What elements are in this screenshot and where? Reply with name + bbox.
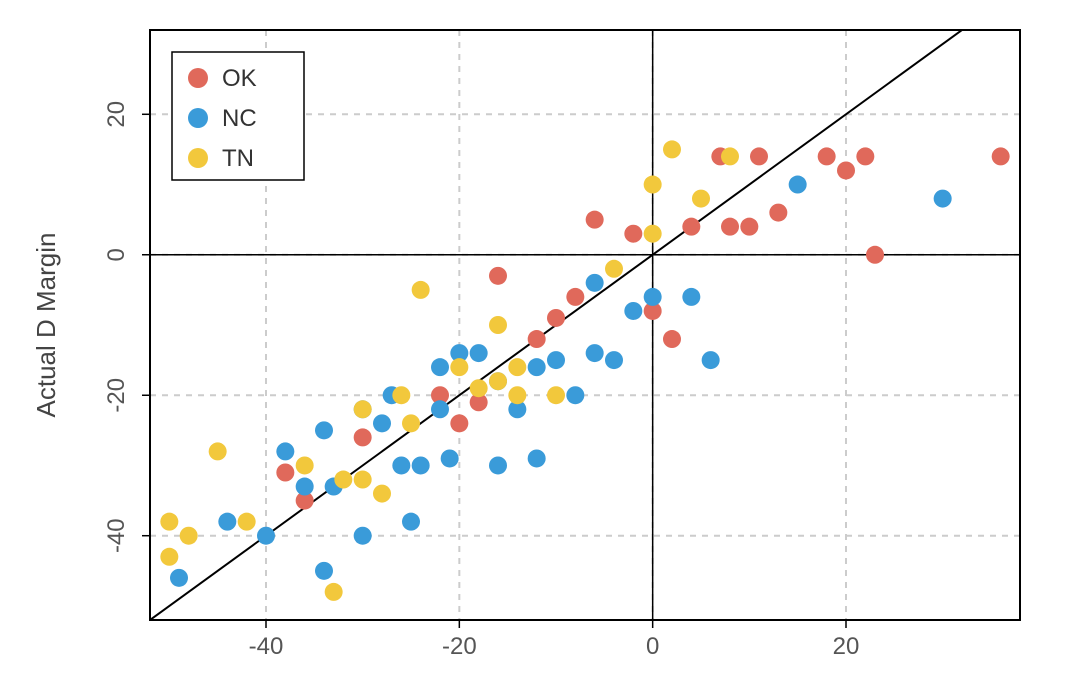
data-point <box>624 225 642 243</box>
data-point <box>354 527 372 545</box>
y-tick-label: 20 <box>103 101 130 128</box>
data-point <box>682 218 700 236</box>
legend-swatch <box>188 148 208 168</box>
scatter-chart: -40 -20 0 20 -40 -20 0 20 Actual D Margin OK NC TN <box>0 0 1080 675</box>
data-point <box>692 190 710 208</box>
data-point <box>441 449 459 467</box>
legend-label: TN <box>222 145 254 172</box>
data-point <box>489 316 507 334</box>
data-point <box>992 147 1010 165</box>
data-point <box>354 400 372 418</box>
data-point <box>209 442 227 460</box>
data-point <box>402 414 420 432</box>
legend-swatch <box>188 68 208 88</box>
y-tick-label: -40 <box>103 518 130 553</box>
data-point <box>170 569 188 587</box>
data-point <box>528 358 546 376</box>
data-point <box>644 288 662 306</box>
data-point <box>276 464 294 482</box>
data-point <box>644 176 662 194</box>
data-point <box>547 386 565 404</box>
x-tick-label: 20 <box>833 633 860 660</box>
data-point <box>721 218 739 236</box>
data-point <box>470 379 488 397</box>
data-point <box>663 330 681 348</box>
legend-swatch <box>188 108 208 128</box>
data-point <box>789 176 807 194</box>
data-point <box>528 330 546 348</box>
data-point <box>489 456 507 474</box>
data-point <box>682 288 700 306</box>
data-point <box>450 358 468 376</box>
data-point <box>238 513 256 531</box>
x-tick-label: 0 <box>646 633 659 660</box>
data-point <box>431 358 449 376</box>
data-point <box>547 309 565 327</box>
data-point <box>315 562 333 580</box>
data-point <box>866 246 884 264</box>
data-point <box>605 260 623 278</box>
data-point <box>528 449 546 467</box>
x-tick-label: -40 <box>249 633 284 660</box>
data-point <box>373 414 391 432</box>
legend-label: OK <box>222 65 257 92</box>
data-point <box>818 147 836 165</box>
data-point <box>160 513 178 531</box>
data-point <box>354 428 372 446</box>
chart-svg: -40 -20 0 20 -40 -20 0 20 Actual D Margin OK NC TN <box>0 0 1080 675</box>
data-point <box>605 351 623 369</box>
data-point <box>566 288 584 306</box>
y-tick-label: -20 <box>103 378 130 413</box>
data-point <box>392 386 410 404</box>
data-point <box>508 358 526 376</box>
data-point <box>296 456 314 474</box>
data-point <box>934 190 952 208</box>
data-point <box>470 344 488 362</box>
data-point <box>750 147 768 165</box>
data-point <box>702 351 720 369</box>
data-point <box>276 442 294 460</box>
data-point <box>160 548 178 566</box>
data-point <box>412 456 430 474</box>
data-point <box>334 471 352 489</box>
data-point <box>218 513 236 531</box>
data-point <box>489 372 507 390</box>
data-point <box>586 211 604 229</box>
data-point <box>354 471 372 489</box>
data-point <box>837 161 855 179</box>
data-point <box>663 140 681 158</box>
data-point <box>412 281 430 299</box>
data-point <box>325 583 343 601</box>
data-point <box>547 351 565 369</box>
data-point <box>450 414 468 432</box>
data-point <box>373 485 391 503</box>
data-point <box>856 147 874 165</box>
y-axis-title: Actual D Margin <box>31 233 61 418</box>
data-point <box>180 527 198 545</box>
data-point <box>489 267 507 285</box>
legend-label: NC <box>222 105 257 132</box>
data-point <box>566 386 584 404</box>
data-point <box>586 344 604 362</box>
data-point <box>315 421 333 439</box>
y-tick-label: 0 <box>103 248 130 261</box>
legend: OK NC TN <box>172 52 304 180</box>
data-point <box>296 478 314 496</box>
data-point <box>586 274 604 292</box>
data-point <box>624 302 642 320</box>
data-point <box>644 225 662 243</box>
data-point <box>392 456 410 474</box>
data-point <box>740 218 758 236</box>
data-point <box>402 513 420 531</box>
data-point <box>257 527 275 545</box>
data-point <box>769 204 787 222</box>
data-point <box>431 400 449 418</box>
data-point <box>721 147 739 165</box>
data-point <box>508 386 526 404</box>
x-tick-label: -20 <box>442 633 477 660</box>
